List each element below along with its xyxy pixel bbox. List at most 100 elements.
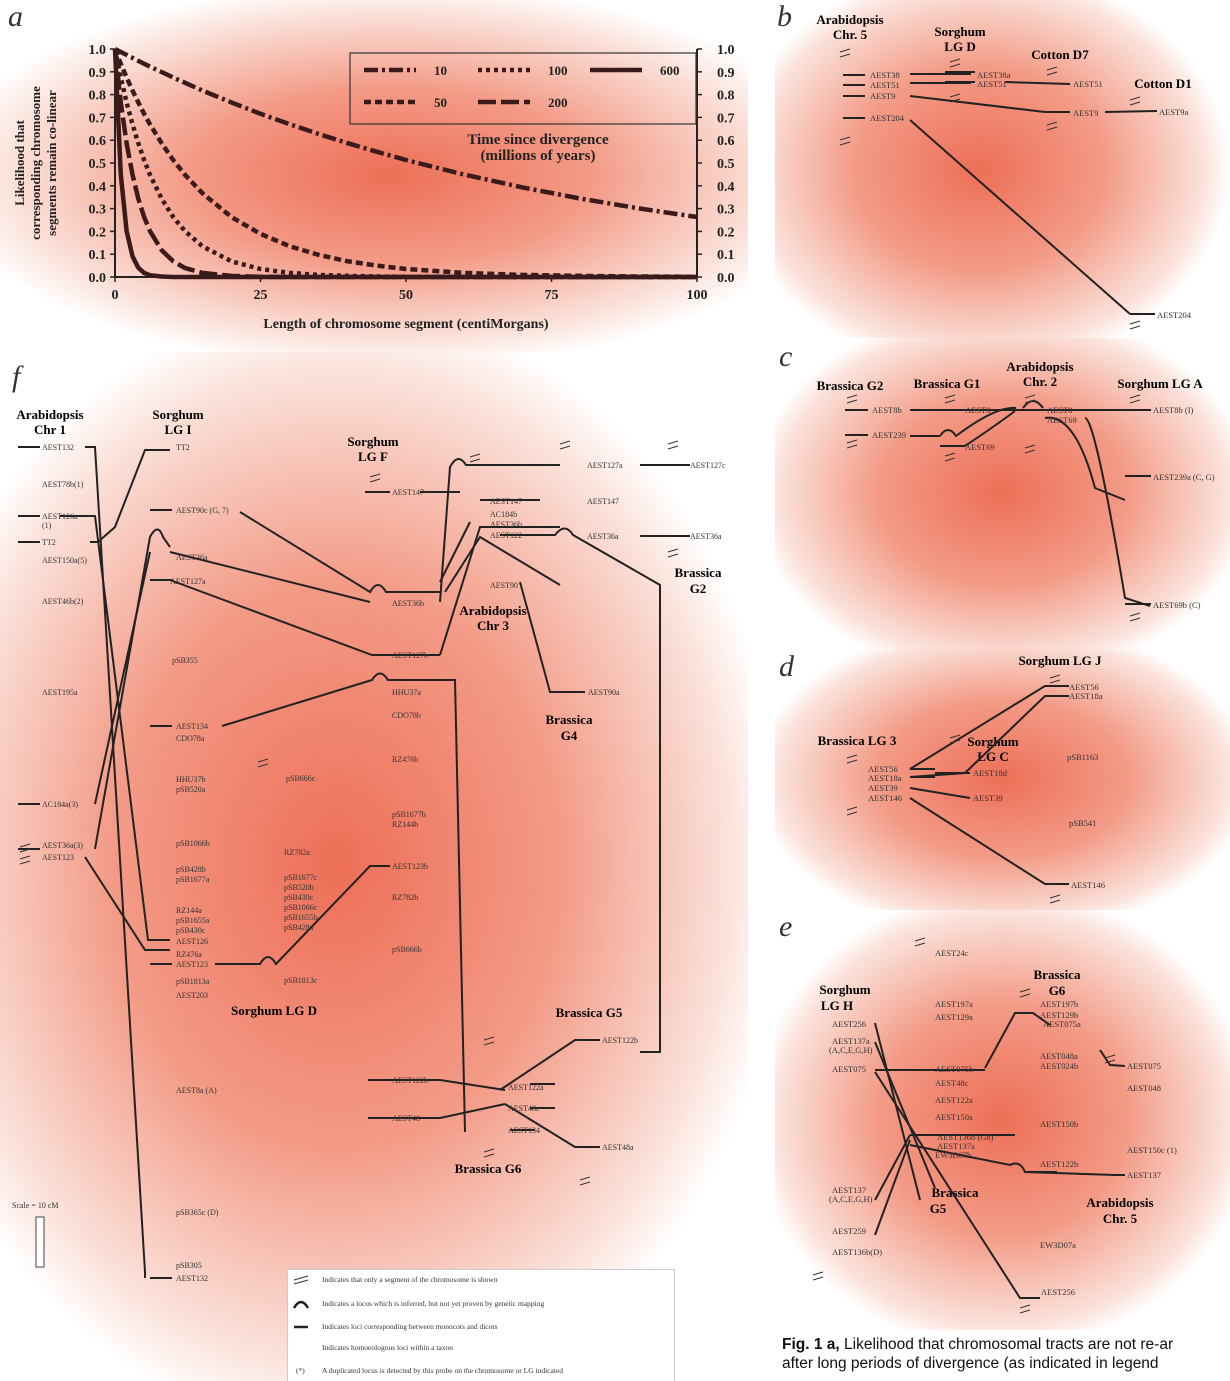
scale-bar xyxy=(35,1216,45,1268)
f-sorgI-1: TT2 xyxy=(176,443,190,452)
series-line-10 xyxy=(113,47,698,220)
panel-b: b Arabidopsis Chr. 5 Sorghum LG D Cotton… xyxy=(775,0,1230,338)
panel-a: a 0.0 0.0 0.1 0.1 0.2 0.2 0.3 0.3 0.4 0.4 0.5 0.5 0.… xyxy=(0,0,748,352)
e-label-10: AEST122a xyxy=(935,1095,973,1105)
title-brassica-g2-f: Brassica xyxy=(675,565,722,580)
title-arabidopsis-chr2-line2: Chr. 2 xyxy=(1023,374,1057,389)
d-label-10: pSB541 xyxy=(1069,818,1096,828)
legend-item-3: Indicates loci corresponding between mon… xyxy=(322,1322,497,1331)
f-brass-5: AEST48a xyxy=(602,1143,634,1152)
e-label-22: AEST048a xyxy=(1040,1051,1078,1061)
f-sorgI-22: pSB365c (D) xyxy=(176,1208,219,1217)
e-label-13: AEST137a xyxy=(937,1141,975,1151)
b-label-7: AEST51 xyxy=(1073,79,1103,89)
f-sorgF-12: AEST122b xyxy=(392,1076,428,1085)
legend-label-200: 200 xyxy=(548,95,568,110)
f-chr1-5: TT2 xyxy=(42,538,56,547)
title-cotton-d1: Cotton D1 xyxy=(1134,76,1191,91)
e-label-2: AEST256 xyxy=(832,1019,866,1029)
e-label-5: AEST075 xyxy=(832,1064,866,1074)
f-sorgI-15: pSB430c xyxy=(176,926,206,935)
f-sorgI-8: HHU37b xyxy=(176,775,205,784)
e-label-25: AEST122b xyxy=(1040,1159,1078,1169)
f-arab3-8: AEST127c xyxy=(690,461,726,470)
title-cotton-d7: Cotton D7 xyxy=(1031,47,1089,62)
panel-f: f Arabidopsis Chr 1 Sorghum LG I Sorghum… xyxy=(0,352,748,1381)
f-chr1-4: (1) xyxy=(42,521,52,530)
legend-item-2: Indicates a locus which is inferred, but… xyxy=(322,1299,544,1308)
e-label-14: EW3D07b xyxy=(935,1150,971,1160)
d-label-9: pSB1163 xyxy=(1067,752,1098,762)
caption-line2: after long periods of divergence (as ind… xyxy=(782,1355,1159,1372)
e-label-30: AEST137 xyxy=(1127,1170,1161,1180)
f-sorgD-4: pSB520b xyxy=(284,883,314,892)
y-tick-label-left: 0.9 xyxy=(89,66,107,81)
e-label-20: AEST129b xyxy=(1040,1010,1078,1020)
f-sorgF-1: AEST147 xyxy=(392,488,424,497)
y-tick-label-left: 0.6 xyxy=(89,134,107,149)
f-arab3-4: AEST122 xyxy=(490,531,522,540)
legend-box xyxy=(349,52,697,125)
legend-item-1: Indicates that only a segment of the chr… xyxy=(322,1275,498,1284)
f-chr1-7: AEST46b(2) xyxy=(42,597,84,606)
e-label-27: AEST075 xyxy=(1127,1061,1161,1071)
y-tick-label-right: 0.1 xyxy=(717,248,735,263)
title-arabidopsis-chr3-line2: Chr 3 xyxy=(477,618,509,633)
e-label-24: AEST150b xyxy=(1040,1119,1078,1129)
y-tick-label-left: 0.3 xyxy=(89,203,107,218)
b-label-5: AEST38a xyxy=(977,70,1011,80)
y-tick-label-right: 1.0 xyxy=(717,43,735,58)
y-tick-label-right: 0.8 xyxy=(717,89,735,104)
y-tick-label-left: 0.2 xyxy=(89,225,107,240)
e-label-18: AEST136b(D) xyxy=(832,1247,882,1257)
f-chr1-2: AEST78b(1) xyxy=(42,480,84,489)
b-label-4: AEST204 xyxy=(870,113,905,123)
legend-label-100: 100 xyxy=(548,63,568,78)
e-label-16: (A,C,E,G,H) xyxy=(829,1194,873,1204)
f-sorgI-24: AEST132 xyxy=(176,1274,208,1283)
x-tick-label: 75 xyxy=(545,288,559,303)
x-tick-label: 50 xyxy=(399,288,413,303)
panel-label-b: b xyxy=(777,0,792,33)
f-sorgD-3: pSB1677c xyxy=(284,873,318,882)
e-label-3: AEST137a xyxy=(832,1036,870,1046)
f-sorgI-14: pSB1655a xyxy=(176,916,210,925)
y-tick-label-right: 0.7 xyxy=(717,111,735,126)
panel-e: e Sorghum LG H Brassica G6 Brassica G5 A… xyxy=(775,910,1230,1330)
title-brassica-g6-line2: G6 xyxy=(1049,983,1066,998)
f-sorgI-9: pSB520a xyxy=(176,785,206,794)
f-chr1-3: AEST126a xyxy=(42,512,78,521)
likelihood-chart: 0.0 0.0 0.1 0.1 0.2 0.2 0.3 0.3 0.4 0.4 0.5 0.5 0.6 0… xyxy=(12,43,735,332)
panel-label-f: f xyxy=(12,360,21,393)
series-line-600 xyxy=(112,48,697,280)
f-sorgI-4: AEST127a xyxy=(170,577,206,586)
y-tick-label-right: 0.2 xyxy=(717,225,735,240)
break-symbol-icon xyxy=(293,1275,309,1285)
e-label-23: AEST024b xyxy=(1040,1061,1078,1071)
series-line-200 xyxy=(112,48,697,280)
f-arab3-1: AEST147 xyxy=(490,497,522,506)
legend-item-5: A duplicated locus is detected by this p… xyxy=(322,1366,563,1375)
e-label-12: AEST136b (G8) xyxy=(937,1132,994,1142)
e-label-19: AEST197b xyxy=(1040,999,1078,1009)
f-sorgF-2: AEST36b xyxy=(392,599,424,608)
figure-caption: Fig. 1 a, Likelihood that chromosomal tr… xyxy=(782,1335,1230,1381)
panel-label-e: e xyxy=(779,910,793,943)
title-brassica-g1: Brassica G1 xyxy=(914,376,981,391)
panel-label-a: a xyxy=(8,0,23,33)
f-brass-2: AEST48c xyxy=(508,1104,540,1113)
f-sorgI-23: pSB305 xyxy=(176,1261,202,1270)
c-label-3: AEST8 xyxy=(965,405,991,415)
title-sorghum-lgi: Sorghum xyxy=(152,407,203,422)
caption-line1: Likelihood that chromosomal tracts are n… xyxy=(839,1336,1174,1353)
e-label-11: AEST150a xyxy=(935,1112,973,1122)
panel-d: d Sorghum LG J Brassica LG 3 Sorghum LG … xyxy=(775,648,1230,910)
b-label-8: AEST9 xyxy=(1073,108,1099,118)
y-tick-label-left: 0.4 xyxy=(89,180,107,195)
f-sorgI-2: AEST90c (G, 7) xyxy=(176,506,229,515)
y-tick-label-left: 0.7 xyxy=(89,111,107,126)
f-arab3-2: AC184b xyxy=(490,510,517,519)
f-sorgI-5: pSB355 xyxy=(172,656,198,665)
f-arab3-10: AEST36a xyxy=(690,532,722,541)
title-sorghum-lgd-line2: LG D xyxy=(944,39,975,54)
